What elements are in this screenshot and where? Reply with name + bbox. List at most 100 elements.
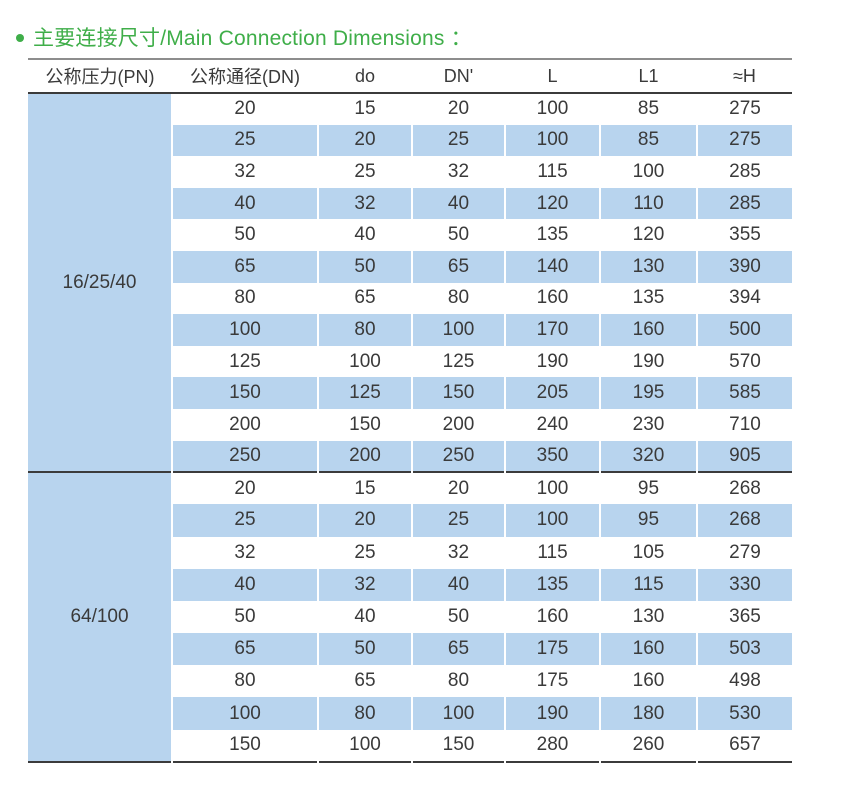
dimension-cell: 100 [504, 504, 600, 537]
dimension-cell: 80 [411, 282, 505, 315]
dimension-cell: 160 [599, 665, 697, 698]
dimension-cell: 905 [696, 440, 792, 473]
dimension-cell: 320 [599, 440, 697, 473]
table-row: 150 100 150 280 260 657 [28, 729, 792, 762]
dimension-cell: 95 [599, 471, 697, 505]
table-row: 25 20 25 100 95 268 [28, 504, 792, 537]
dimension-cell: 170 [504, 314, 600, 346]
dimension-cell: 120 [504, 187, 600, 220]
table-row: 100 80 100 190 180 530 [28, 697, 792, 730]
dimension-cell: 100 [317, 729, 412, 762]
dimension-cell: 100 [504, 471, 600, 505]
table-row: 65 50 65 140 130 390 [28, 250, 792, 283]
dimension-cell: 250 [411, 440, 505, 473]
dimension-cell: 20 [171, 93, 318, 125]
dimension-cell: 285 [696, 156, 792, 188]
dimension-cell: 65 [411, 633, 505, 666]
dimension-cell: 20 [411, 471, 505, 505]
dimension-cell: 275 [696, 93, 792, 125]
dimension-cell: 250 [171, 440, 318, 473]
dimension-cell: 25 [411, 124, 505, 157]
dimension-cell: 125 [171, 345, 318, 378]
dimension-cell: 32 [317, 568, 412, 601]
pressure-group-16-25-40: 16/25/40 20 15 20 100 85 275 25 20 25 100 85 275 32 25… [28, 93, 792, 473]
dimension-cell: 365 [696, 600, 792, 634]
dimension-cell: 25 [411, 504, 505, 537]
dimension-cell: 105 [599, 536, 697, 569]
dimension-cell: 160 [599, 314, 697, 346]
table-row: 80 65 80 160 135 394 [28, 282, 792, 315]
dimension-cell: 80 [317, 314, 412, 346]
dimension-cell: 115 [599, 568, 697, 601]
dimension-cell: 200 [317, 440, 412, 473]
dimension-cell: 40 [317, 600, 412, 634]
header-row: 公称压力(PN) 公称通径(DN) do DN' L L1 ≈H [28, 58, 792, 94]
table-row: 50 40 50 160 130 365 [28, 600, 792, 634]
dimension-cell: 100 [317, 345, 412, 378]
dimension-cell: 175 [504, 633, 600, 666]
table-row: 32 25 32 115 105 279 [28, 536, 792, 569]
dimension-cell: 394 [696, 282, 792, 315]
dimension-cell: 160 [504, 600, 600, 634]
dimension-cell: 50 [411, 600, 505, 634]
dimension-cell: 498 [696, 665, 792, 698]
dimension-cell: 503 [696, 633, 792, 666]
dimension-cell: 275 [696, 124, 792, 157]
dimension-cell: 135 [504, 219, 600, 251]
dimension-cell: 268 [696, 504, 792, 537]
dimension-cell: 150 [411, 377, 505, 409]
dimension-cell: 95 [599, 504, 697, 537]
section-title-row: 主要连接尺寸/Main Connection Dimensions ： [16, 22, 472, 52]
header-cell-h: ≈H [697, 58, 792, 94]
pn-group-cell: 16/25/40 [28, 93, 172, 473]
dimension-cell: 710 [696, 408, 792, 441]
dimension-cell: 65 [411, 250, 505, 283]
dimension-cell: 65 [317, 282, 412, 315]
table-row: 100 80 100 170 160 500 [28, 314, 792, 346]
dimension-cell: 65 [171, 250, 318, 283]
header-cell-l1: L1 [600, 58, 697, 94]
page-title: 主要连接尺寸/Main Connection Dimensions ： [33, 27, 472, 50]
dimension-cell: 25 [171, 124, 318, 157]
dimension-cell: 130 [599, 600, 697, 634]
dimension-cell: 50 [171, 219, 318, 251]
dimension-cell: 260 [599, 729, 697, 762]
dimension-cell: 85 [599, 124, 697, 157]
dimension-cell: 330 [696, 568, 792, 601]
table-row: 32 25 32 115 100 285 [28, 156, 792, 188]
dimension-cell: 150 [411, 729, 505, 762]
dimension-cell: 65 [171, 633, 318, 666]
table-header: 公称压力(PN) 公称通径(DN) do DN' L L1 ≈H [28, 58, 792, 94]
dimension-cell: 100 [411, 697, 505, 730]
dimension-cell: 110 [599, 187, 697, 220]
dimension-cell: 15 [317, 93, 412, 125]
dimension-cell: 100 [599, 156, 697, 188]
dimension-cell: 190 [599, 345, 697, 378]
dimension-cell: 150 [171, 729, 318, 762]
dimension-cell: 160 [504, 282, 600, 315]
dimension-cell: 25 [317, 156, 412, 188]
dimension-cell: 195 [599, 377, 697, 409]
dimension-cell: 390 [696, 250, 792, 283]
dimension-cell: 32 [411, 156, 505, 188]
dimension-cell: 85 [599, 93, 697, 125]
dimension-cell: 80 [317, 697, 412, 730]
dimension-cell: 135 [504, 568, 600, 601]
table-row: 250 200 250 350 320 905 [28, 440, 792, 473]
dimension-cell: 120 [599, 219, 697, 251]
dimension-cell: 350 [504, 440, 600, 473]
dimension-cell: 240 [504, 408, 600, 441]
pressure-group-64-100: 64/100 20 15 20 100 95 268 25 20 25 100 95 268 32 25 32… [28, 471, 792, 762]
dimension-cell: 25 [317, 536, 412, 569]
dimension-cell: 50 [317, 633, 412, 666]
table-row: 150 125 150 205 195 585 [28, 377, 792, 409]
dimension-cell: 32 [411, 536, 505, 569]
dimension-cell: 80 [171, 665, 318, 698]
table-row: 40 32 40 120 110 285 [28, 187, 792, 220]
dimension-cell: 50 [411, 219, 505, 251]
dimension-cell: 530 [696, 697, 792, 730]
header-cell-dn: 公称通径(DN) [172, 58, 318, 94]
dimension-cell: 150 [171, 377, 318, 409]
dimension-cell: 115 [504, 536, 600, 569]
dimensions-table: 公称压力(PN) 公称通径(DN) do DN' L L1 ≈H 16/25/4… [28, 58, 792, 763]
